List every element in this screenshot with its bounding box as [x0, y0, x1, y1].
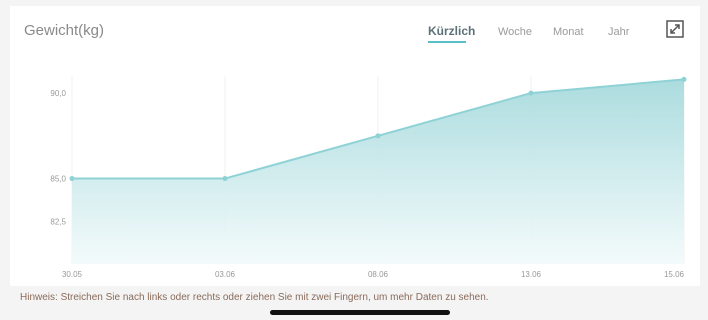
- chart-title: Gewicht(kg): [24, 22, 105, 39]
- x-tick-label: 15.06: [664, 270, 685, 279]
- y-tick-label: 82,5: [50, 217, 66, 226]
- data-point[interactable]: [528, 90, 534, 96]
- data-point[interactable]: [69, 176, 75, 182]
- x-tick-label: 03.06: [215, 270, 236, 279]
- weight-area-fill: [72, 79, 684, 264]
- tab-week[interactable]: Woche: [498, 26, 533, 38]
- expand-button[interactable]: [666, 20, 684, 38]
- tab-month[interactable]: Monat: [553, 26, 584, 38]
- swipe-hint: Hinweis: Streichen Sie nach links oder r…: [20, 292, 489, 303]
- y-tick-label: 90,0: [50, 89, 66, 98]
- weight-chart-card: Gewicht(kg) Kürzlich Woche Monat Jahr 82…: [10, 6, 700, 286]
- home-indicator: [270, 310, 450, 315]
- data-point[interactable]: [681, 76, 687, 82]
- tab-recent[interactable]: Kürzlich: [428, 24, 476, 43]
- y-tick-label: 85,0: [50, 175, 66, 184]
- data-point[interactable]: [222, 176, 228, 182]
- data-point[interactable]: [375, 133, 381, 139]
- tab-recent-label: Kürzlich: [428, 24, 476, 38]
- active-tab-indicator: [428, 41, 466, 43]
- x-tick-label: 08.06: [368, 270, 389, 279]
- weight-area-chart: 82,5 85,0 90,0 30.05 03.06 08.06 13.06 15.06: [50, 76, 687, 279]
- tab-year[interactable]: Jahr: [608, 26, 630, 38]
- expand-icon: [666, 20, 684, 38]
- x-tick-label: 30.05: [62, 270, 83, 279]
- x-tick-label: 13.06: [521, 270, 542, 279]
